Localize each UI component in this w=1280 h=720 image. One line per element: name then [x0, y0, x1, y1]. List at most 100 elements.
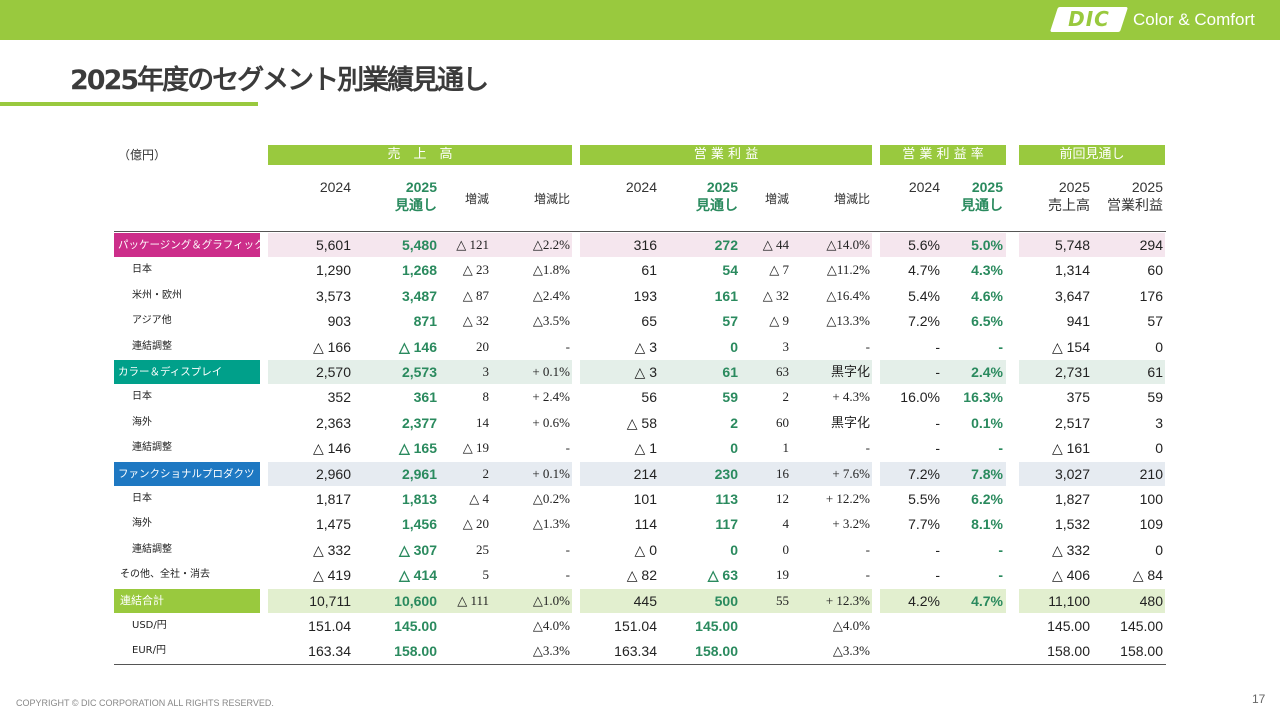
cell-margin-2025: 4.6% — [971, 287, 1003, 304]
cell-sales-2024: 151.04 — [308, 618, 351, 634]
cell-prev-op: 57 — [1147, 313, 1163, 330]
cell-op-2025: 57 — [722, 313, 738, 330]
cell-prev-op: △ 84 — [1132, 567, 1163, 584]
cell-op-2024: 214 — [633, 465, 657, 482]
cell-op-2024: △ 0 — [634, 541, 657, 558]
cell-sales-diff: △ 23 — [462, 262, 489, 278]
cell-sales-2025: △ 414 — [398, 567, 437, 584]
table-row: パッケージング＆グラフィック 5,601 5,480 △ 121 △2.2% 316 272… — [0, 233, 1280, 258]
cell-op-2025: 117 — [715, 516, 738, 533]
cell-sales-ratio: △2.2% — [532, 237, 570, 252]
cell-margin-2024 — [885, 614, 940, 638]
table-row: 日本 352 361 8 + 2.4% 56 59 2 + 4.3% 16.0% 16.3% 375 5… — [0, 385, 1280, 410]
row-highlight — [268, 461, 572, 486]
col-header-prev-op: 2025 営業利益 — [1107, 179, 1163, 213]
cell-margin-2024: - — [935, 414, 940, 431]
row-label: USD/円 — [132, 620, 167, 631]
cell-prev-op: 60 — [1147, 262, 1163, 279]
cell-sales-2025: 158.00 — [394, 643, 437, 660]
cell-margin-2024: 5.6% — [908, 237, 940, 253]
cell-sales-ratio: - — [565, 338, 570, 354]
col-header-margin-2024: 2024 — [908, 179, 940, 195]
cell-prev-op: 0 — [1155, 338, 1163, 355]
row-highlight — [580, 360, 872, 384]
prev-group-header: 前回見通し — [1019, 145, 1165, 165]
row-highlight — [880, 588, 1006, 613]
cell-op-2024: 65 — [641, 313, 657, 330]
table-row: USD/円 151.04 145.00 △4.0% 151.04 145.00 △4.0% 1… — [0, 614, 1280, 639]
cell-prev-sales: 1,827 — [1054, 491, 1090, 507]
cell-op-2024: △ 58 — [626, 414, 657, 431]
cell-prev-sales: 2,517 — [1054, 414, 1090, 431]
margin-group-header: 営 業 利 益 率 — [880, 145, 1006, 165]
cell-op-ratio: △16.4% — [826, 287, 870, 303]
cell-sales-2025: 2,573 — [401, 364, 437, 380]
cell-margin-2025: - — [998, 567, 1003, 584]
cell-prev-op: 176 — [1139, 287, 1163, 304]
cell-margin-2025 — [945, 639, 1003, 663]
cell-sales-ratio: + 0.6% — [532, 414, 570, 430]
cell-margin-2025: 5.0% — [971, 237, 1003, 253]
row-label: 連結調整 — [132, 340, 172, 352]
row-highlight — [1019, 360, 1165, 384]
cell-sales-ratio: △1.3% — [532, 516, 570, 532]
cell-sales-diff: △ 4 — [469, 491, 489, 506]
cell-margin-2025: 2.4% — [971, 364, 1003, 380]
row-highlight — [268, 233, 572, 257]
row-highlight — [1019, 461, 1165, 486]
row-label: 日本 — [132, 493, 152, 504]
title-underline — [0, 102, 258, 106]
cell-prev-op: 294 — [1139, 237, 1163, 253]
cell-sales-2024: 2,570 — [315, 364, 351, 380]
cell-prev-sales: 2,731 — [1054, 364, 1090, 380]
cell-op-2024: △ 3 — [634, 364, 657, 380]
cell-sales-ratio: △1.0% — [532, 592, 570, 608]
table-row: ファンクショナルプロダクツ 2,960 2,961 2 + 0.1% 214 230 16 + … — [0, 461, 1280, 487]
row-label: アジア他 — [132, 315, 172, 327]
cell-sales-ratio: + 0.1% — [532, 364, 570, 379]
cell-op-2025: 500 — [714, 592, 738, 609]
cell-op-diff: 1 — [782, 440, 790, 456]
cell-sales-2025: 871 — [413, 313, 437, 330]
row-highlight — [880, 461, 1006, 486]
row-highlight — [880, 360, 1006, 384]
cell-margin-2025: - — [998, 541, 1003, 558]
cell-margin-2024: 7.2% — [908, 465, 940, 482]
table-row: 日本 1,817 1,813 △ 4 △0.2% 101 113 12 + 12.2% 5.5% 6… — [0, 487, 1280, 512]
cell-op-ratio: △13.3% — [826, 313, 870, 329]
cell-sales-ratio: - — [565, 440, 570, 456]
row-label: 連結調整 — [132, 543, 172, 555]
cell-op-2024: △ 1 — [634, 440, 657, 457]
cell-prev-sales: 11,100 — [1048, 592, 1090, 609]
cell-sales-2025: 2,961 — [401, 465, 437, 482]
cell-sales-2024: 3,573 — [315, 287, 351, 304]
row-label: 海外 — [132, 518, 152, 530]
cell-sales-2024: 1,475 — [315, 516, 351, 533]
cell-op-ratio: - — [865, 567, 870, 583]
header-rule — [114, 231, 1166, 232]
cell-sales-diff: 20 — [476, 338, 489, 354]
cell-prev-sales: 3,647 — [1054, 287, 1090, 304]
cell-sales-2024: 903 — [327, 313, 351, 330]
cell-prev-op: 61 — [1147, 364, 1163, 380]
cell-margin-2025: 8.1% — [971, 516, 1003, 533]
cell-op-diff: 55 — [776, 592, 789, 608]
cell-sales-2024: 2,960 — [315, 465, 351, 482]
cell-prev-sales: 145.00 — [1047, 618, 1090, 634]
row-highlight — [268, 588, 572, 613]
cell-op-ratio: 黒字化 — [830, 414, 870, 430]
cell-margin-2024: - — [935, 364, 940, 380]
col-header-op-diff: 増減 — [764, 192, 789, 206]
cell-op-2025: 2 — [730, 414, 738, 431]
cell-op-ratio: 黒字化 — [830, 364, 870, 379]
cell-margin-2025: 0.1% — [971, 414, 1003, 431]
cell-prev-sales: △ 332 — [1051, 541, 1090, 558]
cell-prev-op: 210 — [1139, 465, 1163, 482]
cell-margin-2024 — [885, 639, 940, 663]
col-header-op-2024: 2024 — [625, 179, 657, 195]
cell-margin-2025: 7.8% — [971, 465, 1003, 482]
col-header-sales-ratio: 増減比 — [533, 192, 570, 206]
cell-op-2024: 61 — [641, 262, 657, 279]
row-label: EUR/円 — [132, 645, 166, 657]
cell-sales-ratio: △1.8% — [532, 262, 570, 278]
